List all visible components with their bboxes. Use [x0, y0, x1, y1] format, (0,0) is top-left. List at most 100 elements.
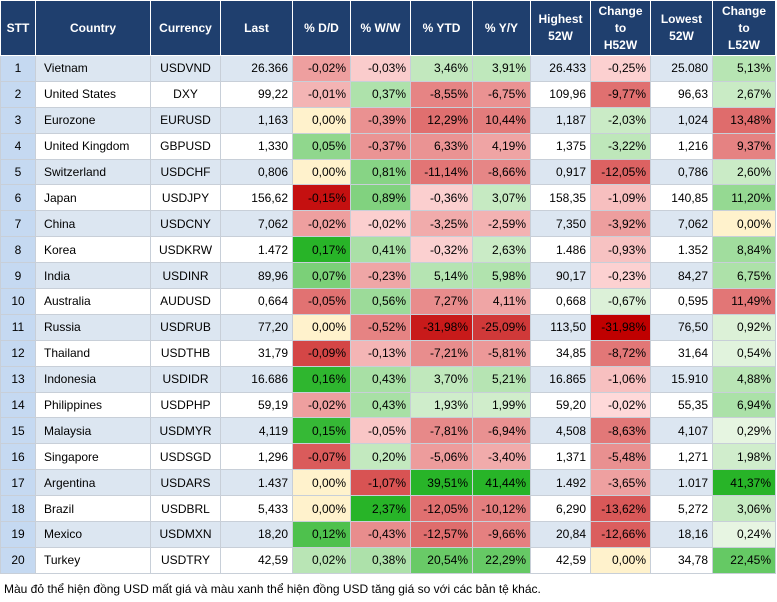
table-cell: 22,29%	[472, 546, 531, 574]
table-row: 20 Turkey USDTRY 42,59 0,02% 0,38% 20,54% 22,29…	[0, 546, 776, 574]
table-cell: USDVND	[150, 55, 221, 82]
table-cell: 5,272	[650, 495, 713, 523]
table-cell: USDRUB	[150, 313, 221, 341]
table-cell: 2,37%	[350, 495, 411, 523]
table-cell: Indonesia	[35, 365, 151, 393]
table-row: 4 United Kingdom GBPUSD 1,330 0,05% -0,37% 6,3…	[0, 132, 776, 160]
table-cell: 26.366	[220, 55, 293, 82]
table-cell: 0,92%	[712, 313, 776, 341]
table-row: 12 Thailand USDTHB 31,79 -0,09% -0,13% -7,21% -…	[0, 339, 776, 367]
table-cell: 0,664	[220, 288, 293, 315]
table-cell: Thailand	[35, 339, 151, 367]
table-cell: 0,38%	[350, 546, 411, 574]
table-cell: -0,32%	[410, 236, 473, 264]
table-cell: 0,00%	[292, 106, 351, 134]
table-cell: -3,25%	[410, 210, 473, 238]
table-cell: 0,00%	[292, 313, 351, 341]
table-cell: 1,93%	[410, 391, 473, 419]
table-cell: AUDUSD	[150, 288, 221, 315]
table-cell: -9,77%	[590, 80, 651, 108]
table-cell: 2,63%	[472, 236, 531, 264]
table-cell: Brazil	[35, 495, 151, 523]
table-cell: -10,12%	[472, 495, 531, 523]
table-cell: Switzerland	[35, 158, 151, 186]
table-cell: 1.486	[530, 236, 591, 264]
table-cell: 0,29%	[712, 417, 776, 445]
column-header: STT	[0, 0, 36, 56]
table-cell: 0,56%	[350, 288, 411, 315]
table-cell: 13,48%	[712, 106, 776, 134]
table-cell: 1,216	[650, 132, 713, 160]
table-cell: -12,66%	[590, 521, 651, 548]
table-cell: 31,79	[220, 339, 293, 367]
table-cell: USDBRL	[150, 495, 221, 523]
table-cell: 0,54%	[712, 339, 776, 367]
table-cell: 1.472	[220, 236, 293, 264]
table-cell: -1,09%	[590, 184, 651, 212]
table-row: 14 Philippines USDPHP 59,19 -0,02% 0,43% 1,93%…	[0, 391, 776, 419]
table-cell: 2	[0, 80, 36, 108]
table-cell: 4	[0, 132, 36, 160]
table-cell: USDPHP	[150, 391, 221, 419]
table-cell: -0,02%	[350, 210, 411, 238]
table-cell: 6,290	[530, 495, 591, 523]
table-cell: -8,66%	[472, 158, 531, 186]
table-cell: -5,81%	[472, 339, 531, 367]
table-cell: 42,59	[530, 546, 591, 574]
table-row: 10 Australia AUDUSD 0,664 -0,05% 0,56% 7,27% 4,…	[0, 288, 776, 315]
table-cell: USDJPY	[150, 184, 221, 212]
table-cell: -0,37%	[350, 132, 411, 160]
table-cell: 0,37%	[350, 80, 411, 108]
table-cell: 26.433	[530, 55, 591, 82]
table-row: 17 Argentina USDARS 1.437 0,00% -1,07% 39,51% 4…	[0, 469, 776, 497]
table-row: 7 China USDCNY 7,062 -0,02% -0,02% -3,25% -2,59…	[0, 210, 776, 238]
table-cell: USDKRW	[150, 236, 221, 264]
table-cell: USDINR	[150, 262, 221, 290]
table-row: 5 Switzerland USDCHF 0,806 0,00% 0,81% -11,14%…	[0, 158, 776, 186]
table-cell: 76,50	[650, 313, 713, 341]
table-cell: 0,15%	[292, 417, 351, 445]
table-cell: 41,37%	[712, 469, 776, 497]
table-cell: 10,44%	[472, 106, 531, 134]
table-cell: 15.910	[650, 365, 713, 393]
table-cell: 0,595	[650, 288, 713, 315]
table-cell: 0,00%	[712, 210, 776, 238]
table-row: 1 Vietnam USDVND 26.366 -0,02% -0,03% 3,46% 3,9…	[0, 55, 776, 82]
table-cell: 4,107	[650, 417, 713, 445]
table-cell: 1.492	[530, 469, 591, 497]
table-cell: -0,13%	[350, 339, 411, 367]
table-row: 18 Brazil USDBRL 5,433 0,00% 2,37% -12,05% -10,…	[0, 495, 776, 523]
table-cell: 0,24%	[712, 521, 776, 548]
table-row: 19 Mexico USDMXN 18,20 0,12% -0,43% -12,57% -9,…	[0, 521, 776, 548]
table-cell: 25.080	[650, 55, 713, 82]
table-cell: USDCNY	[150, 210, 221, 238]
table-cell: 7,062	[650, 210, 713, 238]
table-cell: 0,16%	[292, 365, 351, 393]
table-cell: 0,12%	[292, 521, 351, 548]
table-cell: 7,27%	[410, 288, 473, 315]
table-cell: -0,67%	[590, 288, 651, 315]
table-cell: 14	[0, 391, 36, 419]
table-cell: 4,11%	[472, 288, 531, 315]
table-cell: 0,17%	[292, 236, 351, 264]
table-cell: 6,94%	[712, 391, 776, 419]
table-cell: 4,19%	[472, 132, 531, 160]
column-header: Highest 52W	[530, 0, 591, 56]
table-cell: United Kingdom	[35, 132, 151, 160]
table-cell: DXY	[150, 80, 221, 108]
table-cell: -31,98%	[590, 313, 651, 341]
table-cell: 0,917	[530, 158, 591, 186]
table-cell: -0,09%	[292, 339, 351, 367]
table-cell: 90,17	[530, 262, 591, 290]
table-row: 2 United States DXY 99,22 -0,01% 0,37% -8,55% -…	[0, 80, 776, 108]
table-cell: -3,92%	[590, 210, 651, 238]
table-cell: 8,84%	[712, 236, 776, 264]
table-cell: 3,46%	[410, 55, 473, 82]
table-cell: 59,20	[530, 391, 591, 419]
table-cell: 156,62	[220, 184, 293, 212]
table-cell: 0,00%	[292, 469, 351, 497]
table-cell: 0,41%	[350, 236, 411, 264]
column-header: % YTD	[410, 0, 473, 56]
table-cell: 3,91%	[472, 55, 531, 82]
table-cell: 158,35	[530, 184, 591, 212]
